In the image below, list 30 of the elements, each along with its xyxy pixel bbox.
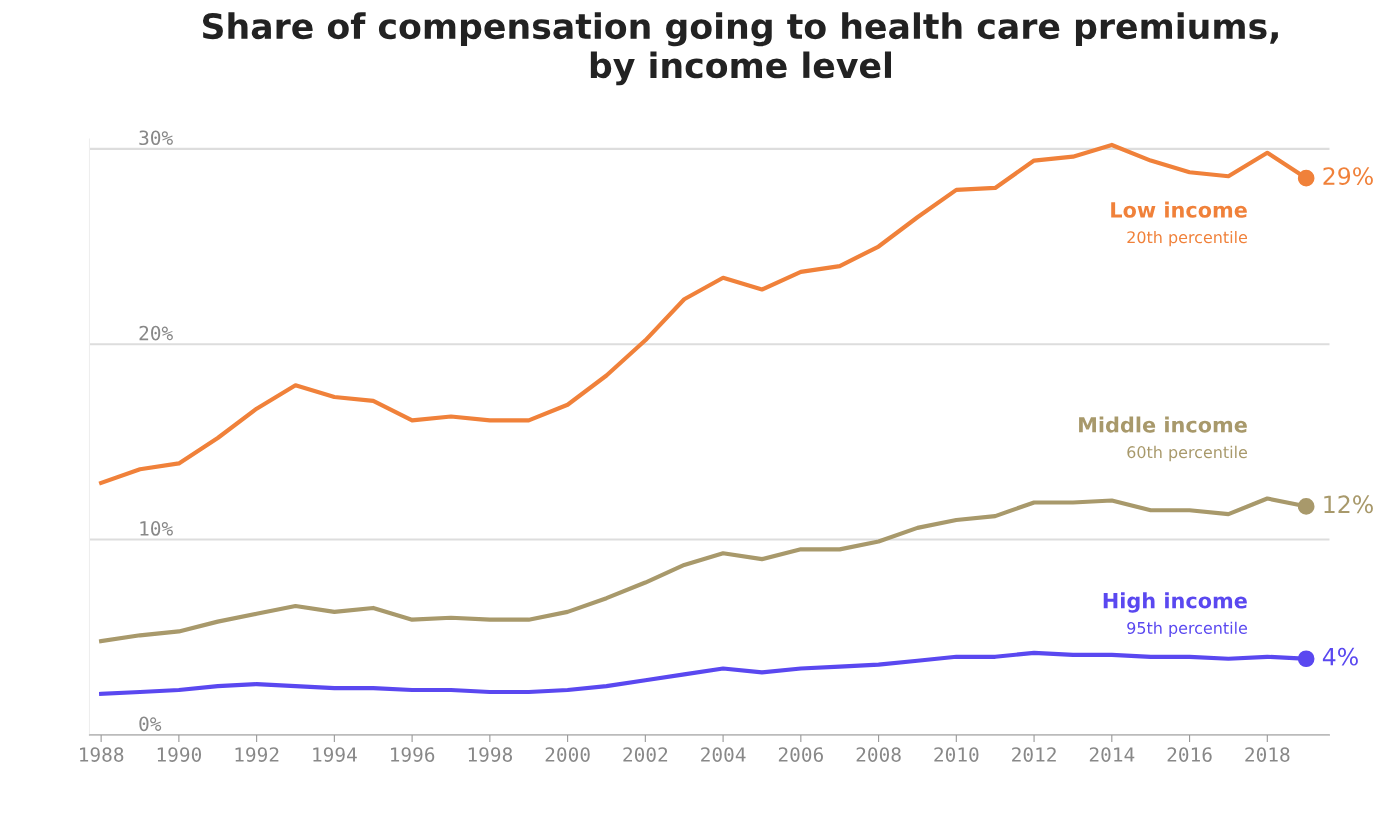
x-tick-label: 1996	[391, 747, 435, 762]
x-tick-label: 2002	[623, 747, 668, 762]
annotation: 60th percentile	[1127, 445, 1248, 462]
series-label: Low income	[1111, 201, 1247, 218]
data-label: 29%	[1323, 167, 1373, 186]
annotation: 95th percentile	[1127, 621, 1248, 638]
x-tick-label: 2012	[1012, 747, 1056, 762]
x-tick-label: 2010	[934, 747, 979, 762]
x-tick-label: 2006	[778, 747, 823, 762]
text: High income	[1103, 592, 1247, 613]
chart-title: Share of compensation going to health care premiums, by income level	[202, 12, 1278, 86]
y-tick-label: 30%	[139, 130, 173, 146]
x-tick-label: 2016	[1167, 747, 1212, 762]
annotation: 20th percentile	[1127, 230, 1248, 247]
y-tick-label: 10%	[140, 521, 173, 536]
x-tick-label: 1994	[313, 747, 357, 762]
data-label: 12%	[1324, 495, 1373, 514]
y-tick-label: 0%	[139, 716, 162, 732]
data-label: 4%	[1322, 647, 1358, 666]
x-tick-label: 2014	[1089, 747, 1135, 762]
x-tick-label: 2004	[701, 747, 746, 762]
x-tick-label: 2008	[856, 747, 901, 762]
x-tick-label: 1988	[80, 747, 124, 762]
x-tick-label: 1990	[157, 747, 202, 762]
x-tick-label: 2018	[1245, 747, 1290, 762]
x-tick-label: 1992	[235, 747, 279, 762]
text: Middle income	[1079, 416, 1247, 433]
x-tick-label: 1998	[468, 747, 513, 762]
x-tick-label: 2000	[545, 747, 590, 762]
y-tick-label: 20%	[139, 325, 173, 341]
